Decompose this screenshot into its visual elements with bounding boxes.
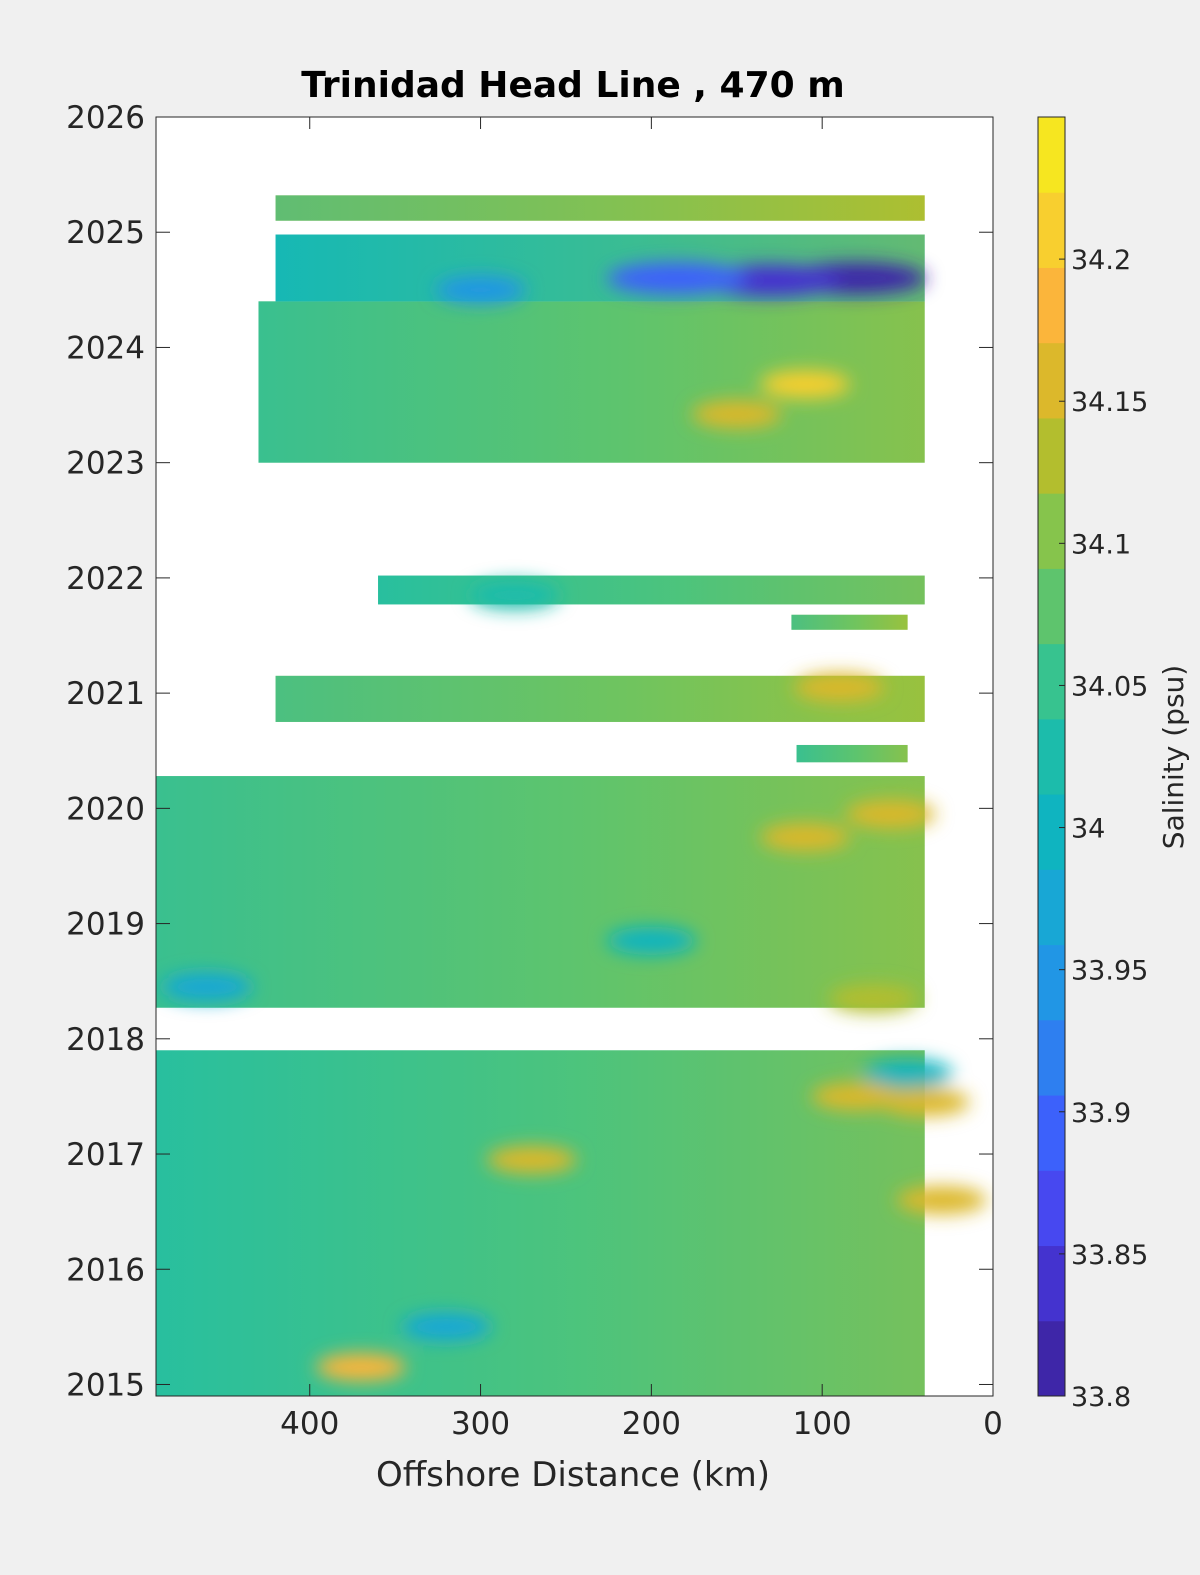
y-axis: 2015 2016 2017 2018 2019 2020 2021 2022 2023 2024… — [66, 100, 993, 1403]
x-axis-label: Offshore Distance (km) — [376, 1455, 770, 1495]
x-tick-label: 300 — [451, 1406, 510, 1442]
salinity-feature-10 — [879, 1088, 970, 1117]
salinity-feature-18 — [862, 1059, 953, 1088]
data-band-shade-0 — [156, 1050, 925, 1396]
colorbar-segment — [1038, 342, 1065, 419]
colorbar-segment — [1038, 1245, 1065, 1322]
x-tick-label: 400 — [280, 1406, 339, 1442]
colorbar-tick-label: 34.2 — [1071, 245, 1131, 276]
y-tick-label: 2024 — [66, 330, 145, 366]
colorbar-segment — [1038, 1320, 1065, 1397]
colorbar-segment — [1038, 718, 1065, 795]
colorbar-label: Salinity (psu) — [1157, 665, 1190, 849]
y-tick-label: 2021 — [66, 676, 145, 712]
data-bands — [156, 195, 925, 1396]
colorbar-segment — [1038, 944, 1065, 1021]
salinity-feature-14 — [315, 1353, 406, 1382]
colorbar-segment — [1038, 1019, 1065, 1096]
y-tick-label: 2020 — [66, 791, 145, 827]
colorbar-tick-label: 34 — [1071, 814, 1105, 845]
y-tick-label: 2019 — [66, 907, 145, 943]
colorbar-segment — [1038, 192, 1065, 268]
salinity-feature-5 — [691, 400, 782, 429]
salinity-feature-11 — [811, 1082, 902, 1111]
salinity-feature-9 — [828, 984, 919, 1013]
x-tick-label: 0 — [983, 1406, 1003, 1442]
salinity-feature-7 — [845, 800, 936, 829]
plot-frame — [155, 116, 994, 1397]
y-tick-label: 2022 — [66, 561, 145, 597]
salinity-feature-17 — [469, 581, 560, 610]
salinity-feature-6 — [794, 673, 885, 702]
colorbar-segment — [1038, 1095, 1065, 1171]
salinity-feature-16 — [606, 926, 697, 955]
colorbar-segment — [1038, 643, 1065, 720]
colorbar-tick-label: 33.9 — [1071, 1098, 1131, 1129]
colorbar-tick-label: 33.85 — [1071, 1240, 1148, 1271]
salinity-feature-15 — [401, 1312, 492, 1341]
y-tick-label: 2025 — [66, 215, 145, 251]
salinity-feature-13 — [896, 1186, 987, 1215]
colorbar-segment — [1038, 869, 1065, 946]
colorbar-tick-label: 34.1 — [1071, 529, 1131, 560]
data-band-shade-8 — [275, 195, 925, 221]
colorbar-tick-label: 34.15 — [1071, 387, 1148, 418]
colorbar: 33.8 33.85 33.9 33.95 34 34.05 34.1 34.15 34.2 — [1037, 116, 1148, 1413]
x-tick-label: 200 — [622, 1406, 681, 1442]
colorbar-segment — [1038, 1170, 1065, 1247]
colorbar-tick-label: 33.95 — [1071, 956, 1148, 987]
colorbar-frame — [1037, 116, 1066, 1397]
y-tick-label: 2023 — [66, 446, 145, 482]
data-band-shade-4 — [791, 614, 908, 630]
colorbar-segment — [1038, 493, 1065, 569]
colorbar-segment — [1038, 417, 1065, 494]
x-tick-label: 100 — [793, 1406, 852, 1442]
y-tick-label: 2017 — [66, 1137, 145, 1173]
data-band-shade-2 — [796, 744, 908, 763]
colorbar-tick-label: 33.8 — [1071, 1382, 1131, 1413]
data-band-shade-5 — [378, 575, 925, 605]
y-tick-label: 2018 — [66, 1022, 145, 1058]
salinity-features — [162, 262, 987, 1382]
y-tick-label: 2016 — [66, 1252, 145, 1288]
colorbar-tick-label: 34.05 — [1071, 671, 1148, 702]
salinity-feature-8 — [760, 823, 851, 852]
x-axis: 400 300 200 100 0 — [280, 117, 1003, 1442]
chart-title: Trinidad Head Line , 470 m — [301, 65, 844, 106]
colorbar-segment — [1038, 568, 1065, 645]
colorbar-segment — [1038, 117, 1065, 193]
colorbar-segment — [1038, 794, 1065, 870]
salinity-feature-3 — [435, 275, 526, 304]
y-tick-label: 2015 — [66, 1367, 145, 1403]
colorbar-segment — [1038, 267, 1065, 344]
salinity-feature-4 — [760, 370, 851, 399]
y-tick-label: 2026 — [66, 100, 145, 136]
salinity-feature-12 — [486, 1145, 577, 1174]
salinity-feature-2 — [606, 262, 747, 295]
salinity-feature-19 — [162, 972, 253, 1001]
data-band-shade-1 — [156, 776, 925, 1008]
